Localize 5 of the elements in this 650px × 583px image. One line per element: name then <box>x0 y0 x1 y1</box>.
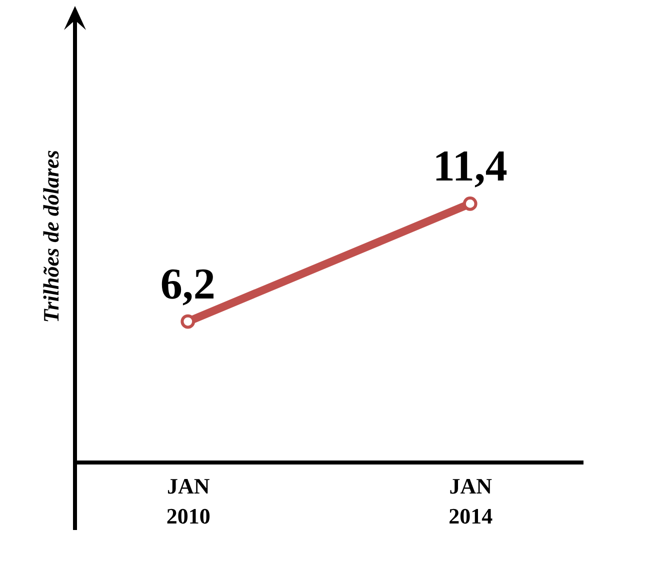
data-label: 6,2 <box>160 260 216 309</box>
x-tick-label: JAN 2010 <box>166 474 210 528</box>
data-label: 11,4 <box>432 142 508 191</box>
y-axis-title: Trilhões de dólares <box>38 150 64 323</box>
x-tick-label: JAN 2014 <box>448 474 493 528</box>
